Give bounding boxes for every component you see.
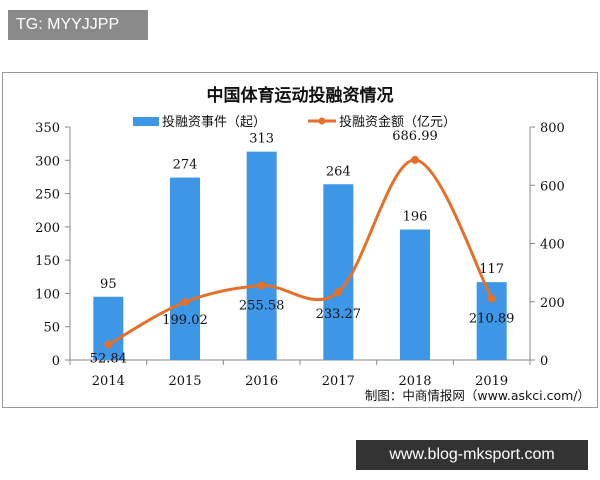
legend-bar-label: 投融资事件（起）: [162, 114, 266, 130]
legend-bar-swatch: [133, 117, 159, 126]
line-point-2014: [104, 340, 113, 349]
line-label: 199.02: [162, 313, 208, 328]
x-tick-label: 2015: [168, 374, 201, 389]
legend-line-marker: [318, 117, 326, 125]
line-point-2016: [257, 281, 266, 290]
bar-2016: [246, 151, 277, 360]
source-note: 制图：中商情报网（www.askci.com/）: [365, 388, 590, 403]
right-tick-label: 600: [540, 179, 565, 194]
left-tick-label: 100: [35, 287, 60, 302]
right-tick-label: 200: [540, 296, 565, 311]
bar-label: 117: [479, 262, 504, 277]
line-label: 210.89: [469, 312, 515, 327]
bar-label: 95: [100, 277, 117, 292]
line-label: 255.58: [239, 299, 285, 314]
bar-label: 264: [326, 164, 351, 179]
tag-label: TG: MYYJJPP: [8, 10, 148, 40]
chart-frame: [2, 72, 598, 408]
bar-label: 196: [403, 210, 428, 225]
line-label: 686.99: [392, 129, 438, 144]
right-tick-label: 400: [540, 238, 565, 253]
x-tick-label: 2017: [322, 374, 355, 389]
bar-label: 313: [249, 132, 274, 147]
line-point-2015: [181, 298, 189, 307]
left-tick-label: 350: [35, 121, 60, 136]
left-tick-label: 150: [35, 254, 60, 269]
bar-2015: [170, 177, 200, 360]
line-label: 233.27: [316, 307, 362, 322]
legend-line-label: 投融资金额（亿元）: [339, 114, 456, 130]
left-tick-label: 0: [52, 354, 60, 369]
right-tick-label: 800: [540, 121, 565, 136]
left-tick-label: 200: [35, 221, 60, 236]
site-label: www.blog-mksport.com: [356, 440, 588, 470]
bar-2017: [323, 184, 354, 360]
x-tick-label: 2019: [475, 374, 508, 389]
right-tick-label: 0: [540, 354, 548, 369]
left-tick-label: 300: [35, 154, 60, 169]
line-point-2017: [334, 288, 343, 297]
left-tick-label: 250: [35, 188, 60, 203]
line-point-2019: [487, 294, 496, 303]
line-label: 52.84: [90, 352, 127, 367]
bar-label: 274: [173, 158, 198, 173]
bar-2014: [93, 296, 124, 360]
left-tick-label: 50: [43, 321, 60, 336]
line-point-2018: [411, 155, 419, 164]
x-tick-label: 2014: [92, 374, 125, 389]
x-tick-label: 2018: [398, 374, 431, 389]
bar-2018: [400, 229, 430, 360]
chart-title: 中国体育运动投融资情况: [207, 85, 394, 106]
x-tick-label: 2016: [245, 374, 278, 389]
